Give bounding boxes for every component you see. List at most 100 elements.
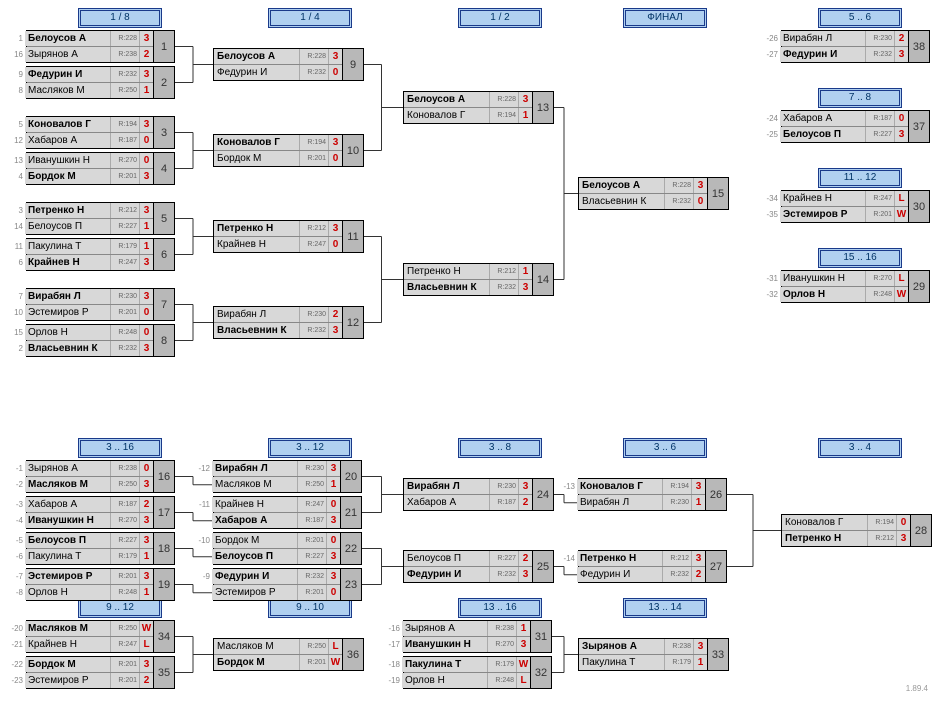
player-rating: R:227 [298,549,326,564]
match-number: 32 [531,656,552,689]
player-rating: R:232 [663,567,691,582]
player-name: Орлов Н [25,325,111,340]
player-rating: R:201 [298,533,326,548]
player-name: Орлов Н [402,673,488,688]
player-score: L [894,191,908,206]
match: -26Вирабян ЛR:2302-27Федурин ИR:232338 [781,30,930,63]
match-number: 33 [708,638,729,671]
match-number: 23 [341,568,362,601]
player-name: Белоусов А [25,31,111,46]
player-rating: R:187 [490,495,518,510]
player-name: Масляков М [25,477,111,492]
player-name: Федурин И [214,65,300,80]
player-rating: R:232 [298,569,326,584]
match-number: 17 [154,496,175,529]
player-rating: R:232 [665,194,693,209]
player-name: Коновалов Г [404,108,490,123]
player-score: 3 [691,551,705,566]
match-number: 20 [341,460,362,493]
player-score: 0 [328,151,342,166]
player-name: Коновалов Г [25,117,111,132]
match-number: 19 [154,568,175,601]
player-rating: R:201 [300,655,328,670]
player-score: 2 [139,673,153,688]
match: Масляков МR:250LБордок МR:201W36 [213,638,364,671]
player-score: 0 [326,533,340,548]
player-rating: R:201 [111,673,139,688]
player-rating: R:227 [490,551,518,566]
match: -5Белоусов ПR:2273-6Пакулина ТR:179118 [26,532,175,565]
player-rating: R:227 [111,219,139,234]
match-number: 18 [154,532,175,565]
match-number: 24 [533,478,554,511]
player-score: W [328,655,342,670]
player-rating: R:230 [663,495,691,510]
match: -12Вирабян ЛR:2303Масляков МR:250120 [213,460,362,493]
player-rating: R:201 [866,207,894,222]
player-rating: R:238 [665,639,693,654]
player-score: 2 [518,551,532,566]
player-rating: R:250 [300,639,328,654]
match-number: 2 [154,66,175,99]
player-name: Пакулина Т [579,655,665,670]
player-score: 3 [693,178,707,193]
player-rating: R:230 [866,31,894,46]
match-number: 4 [154,152,175,185]
player-rating: R:201 [111,169,139,184]
match-number: 37 [909,110,930,143]
player-name: Масляков М [212,477,298,492]
player-rating: R:228 [490,92,518,107]
player-score: 3 [139,657,153,672]
player-name: Петренко Н [214,221,300,236]
player-score: 3 [139,255,153,270]
player-rating: R:250 [111,621,139,636]
player-rating: R:201 [111,569,139,584]
round-header: 1 / 4 [268,8,352,28]
player-name: Орлов Н [25,585,111,600]
round-header: 3 .. 8 [458,438,542,458]
player-name: Бордок М [212,533,298,548]
player-name: Белоусов П [780,127,866,142]
match: 13Иванушкин НR:27004Бордок МR:20134 [26,152,175,185]
player-name: Федурин И [780,47,866,62]
player-score: 3 [516,637,530,652]
player-name: Белоусов А [214,49,300,64]
match: 7Вирабян ЛR:230310Эстемиров РR:20107 [26,288,175,321]
player-name: Пакулина Т [402,657,488,672]
player-rating: R:228 [665,178,693,193]
player-score: 3 [328,221,342,236]
player-name: Петренко Н [404,264,490,279]
player-score: L [139,637,153,652]
player-rating: R:248 [111,585,139,600]
player-name: Вирабян Л [404,479,490,494]
match: -14Петренко НR:2123Федурин ИR:232227 [578,550,727,583]
player-name: Федурин И [25,67,111,82]
match-number: 11 [343,220,364,253]
player-rating: R:194 [111,117,139,132]
player-score: 0 [328,65,342,80]
player-name: Бордок М [25,657,111,672]
player-score: 2 [139,47,153,62]
match: -34Крайнев НR:247L-35Эстемиров РR:201W30 [781,190,930,223]
player-name: Зырянов А [25,47,111,62]
player-score: 1 [691,495,705,510]
player-score: 3 [894,127,908,142]
player-name: Белоусов А [404,92,490,107]
player-rating: R:187 [298,513,326,528]
player-name: Крайнев Н [25,255,111,270]
match: Петренко НR:2123Крайнев НR:247011 [213,220,364,253]
player-rating: R:247 [111,255,139,270]
match: Коновалов ГR:1943Бордок МR:201010 [213,134,364,167]
match: -1Зырянов АR:2380-2Масляков МR:250316 [26,460,175,493]
player-score: 1 [518,108,532,123]
player-score: 3 [139,569,153,584]
player-score: 2 [518,495,532,510]
match: 11Пакулина ТR:17916Крайнев НR:24736 [26,238,175,271]
player-score: L [328,639,342,654]
player-name: Петренко Н [577,551,663,566]
player-score: 3 [326,549,340,564]
match-number: 36 [343,638,364,671]
match-number: 8 [154,324,175,357]
player-score: 3 [693,639,707,654]
player-score: 0 [894,111,908,126]
